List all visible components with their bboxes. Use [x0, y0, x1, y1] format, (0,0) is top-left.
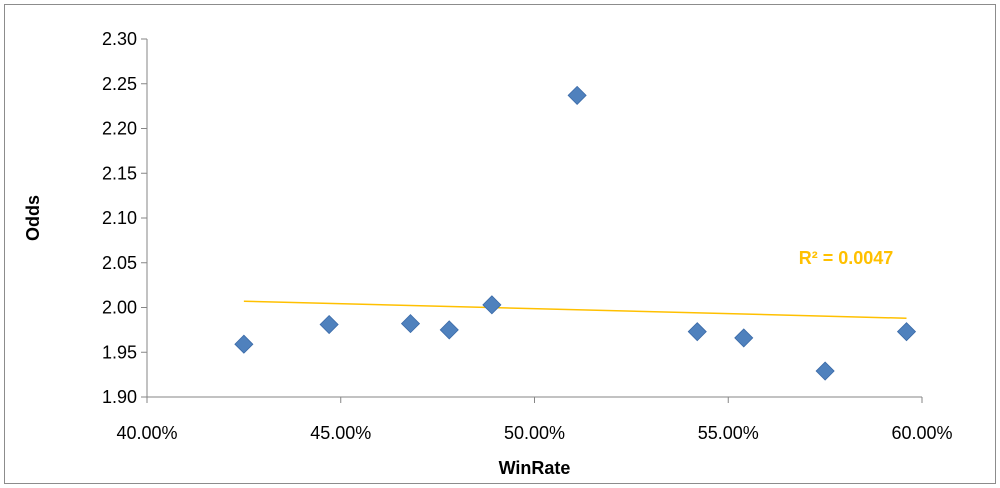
r-squared-label: R² = 0.0047 [799, 248, 894, 268]
axes-layer [141, 38, 923, 403]
data-point [896, 322, 917, 342]
x-axis-title: WinRate [499, 458, 571, 478]
trendline [243, 300, 907, 319]
y-tick-label: 1.90 [102, 387, 137, 407]
data-point [734, 328, 754, 348]
data-point [319, 314, 339, 335]
x-tick-label: 55.00% [698, 423, 759, 443]
x-tick-label: 60.00% [891, 423, 952, 443]
trend-layer [243, 300, 907, 319]
x-tick-label: 45.00% [310, 423, 371, 443]
y-tick-label: 2.30 [102, 29, 137, 49]
data-point [687, 322, 707, 342]
y-tick-label: 2.00 [102, 298, 137, 318]
y-tick-label: 2.10 [102, 208, 137, 228]
y-axis-title: Odds [23, 195, 43, 241]
data-point [482, 295, 502, 315]
data-point [439, 320, 459, 340]
points-layer [234, 85, 917, 381]
data-point [815, 361, 835, 381]
x-tick-label: 50.00% [504, 423, 565, 443]
x-tick-label: 40.00% [116, 423, 177, 443]
labels-layer: 1.90 1.95 2.00 2.05 2.10 2.15 2.20 2.25 2.30 40.0… [23, 29, 953, 478]
data-point [567, 85, 587, 105]
chart-frame [4, 4, 996, 484]
y-tick-label: 2.25 [102, 74, 137, 94]
y-tick-label: 2.20 [102, 119, 137, 139]
y-tick-label: 2.05 [102, 253, 137, 273]
y-tick-label: 2.15 [102, 163, 137, 183]
data-point [234, 334, 254, 354]
y-tick-label: 1.95 [102, 342, 137, 362]
data-point [400, 314, 421, 334]
